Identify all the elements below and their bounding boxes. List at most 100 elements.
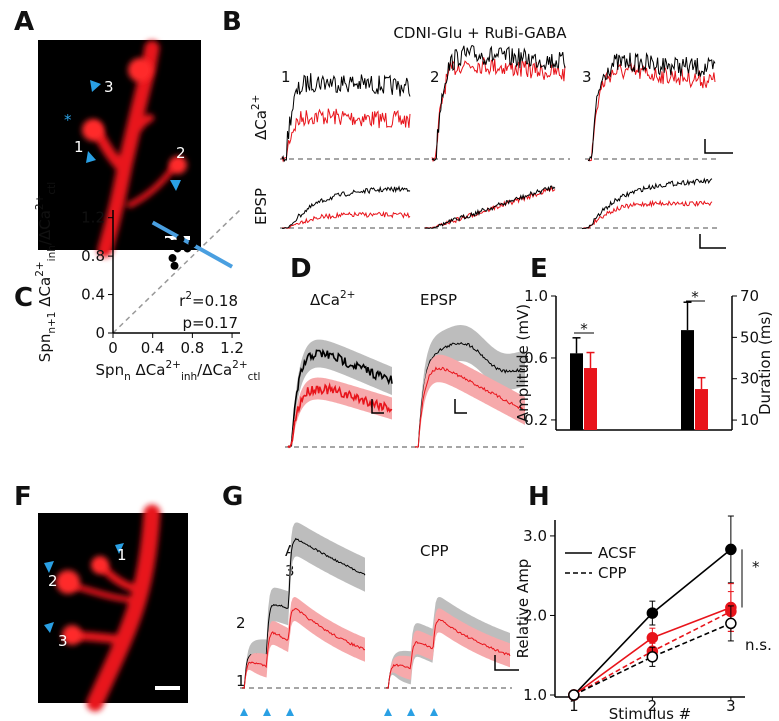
point — [146, 225, 155, 234]
y-tick-label: 0.6 — [524, 349, 548, 367]
stimulus-label: 2 — [236, 614, 246, 632]
text-segment: Spn — [96, 361, 125, 379]
stim-marker — [263, 708, 271, 716]
y-axis-label: Amplitude (mV) — [514, 304, 532, 422]
trace — [424, 185, 556, 229]
trace — [281, 185, 411, 230]
y-tick-label: 0.8 — [81, 247, 105, 265]
x-tick-label: 1 — [569, 697, 579, 715]
trace — [287, 348, 393, 448]
y-tick-label: 2.0 — [523, 606, 547, 624]
text-segment: p=0.17 — [183, 314, 239, 332]
trace — [414, 342, 526, 448]
panel-label: F — [14, 482, 32, 512]
point — [173, 221, 182, 230]
sem-band — [242, 597, 365, 688]
spine-label: 2 — [176, 144, 186, 162]
panel-title: CDNI-Glu + RuBi-GABA — [393, 24, 567, 42]
text-segment: =0.18 — [192, 292, 238, 310]
annotation: n.s. — [745, 636, 772, 654]
point — [146, 211, 155, 220]
point — [178, 215, 187, 224]
text-segment: ΔCa — [310, 291, 340, 309]
annotation: * — [580, 320, 588, 338]
panel-label: A — [14, 7, 34, 37]
scale-bar — [494, 655, 519, 671]
trace-label: 2 — [430, 68, 440, 86]
text-segment: n+1 — [46, 312, 58, 334]
stim-marker — [430, 708, 438, 716]
x-tick-label: 0.8 — [180, 339, 204, 357]
legend-label: CPP — [598, 564, 627, 582]
point — [646, 631, 659, 644]
point — [725, 617, 737, 630]
text-segment: 2 — [185, 290, 192, 302]
stim-marker — [240, 708, 248, 716]
micrograph-a — [38, 40, 201, 258]
trace — [587, 62, 716, 162]
sem-band — [415, 354, 525, 449]
spine-label: 1 — [74, 138, 84, 156]
text-segment: r — [179, 292, 186, 310]
point — [188, 239, 197, 248]
y-axis-label: Relative Amp — [514, 559, 532, 659]
y-tick-label: 1.2 — [81, 209, 105, 227]
sem-band — [288, 377, 392, 448]
stimulus-label: 1 — [236, 672, 246, 690]
panel-label: B — [222, 7, 242, 37]
annotation: * — [752, 558, 760, 576]
panel-label: G — [222, 482, 243, 512]
y-tick-label: 1.0 — [523, 686, 547, 704]
trace-label: 1 — [281, 68, 291, 86]
trace-label: EPSP — [420, 291, 457, 309]
x-tick-label: 1.2 — [220, 339, 244, 357]
text-segment: 2+ — [34, 195, 46, 210]
trace — [281, 210, 411, 229]
point — [170, 261, 179, 270]
text-segment: /ΔCa — [197, 361, 232, 379]
annotation: r2=0.18 — [179, 290, 238, 310]
annotation: * — [691, 288, 699, 306]
x-tick-label: 3 — [726, 697, 736, 715]
trace-label: ΔCa2+ — [310, 289, 355, 309]
point — [163, 237, 172, 246]
spine-label: 3 — [58, 632, 68, 650]
point — [176, 234, 185, 243]
trace — [581, 199, 713, 230]
text-segment: ctl — [46, 182, 58, 195]
sem-band — [242, 522, 365, 688]
trace — [581, 177, 713, 230]
text-segment: 2+ — [250, 95, 262, 110]
text-segment: inh — [46, 245, 58, 261]
x-axis-label: Spnn ΔCa2+inh/ΔCa2+ctl — [96, 359, 261, 383]
x-tick-label: 0.4 — [141, 339, 165, 357]
y2-tick-label: 10 — [740, 411, 759, 429]
text-segment: 2+ — [232, 359, 247, 371]
y2-tick-label: 30 — [740, 370, 759, 388]
micrograph-f — [38, 504, 188, 712]
text-segment: n — [124, 371, 131, 383]
x-tick-label: 2 — [648, 697, 658, 715]
row-label: EPSP — [252, 188, 270, 225]
bar — [570, 353, 583, 430]
y-tick-label: 0.2 — [524, 411, 548, 429]
scale-bar — [699, 234, 726, 249]
y-tick-label: 0 — [95, 324, 105, 342]
panel-label: E — [530, 254, 548, 284]
x-tick-label: 0 — [108, 339, 118, 357]
y2-tick-label: 50 — [740, 328, 759, 346]
trace-label: 3 — [582, 68, 592, 86]
text-segment: inh — [181, 371, 197, 383]
y-tick-label: 3.0 — [523, 527, 547, 545]
trace — [431, 57, 566, 163]
trace — [431, 45, 566, 162]
row-label: ΔCa2+ — [250, 95, 270, 140]
spine-label: 3 — [104, 78, 114, 96]
trace — [414, 366, 526, 448]
spine-label: 1 — [117, 546, 127, 564]
point — [568, 689, 580, 701]
legend-label: ACSF — [598, 544, 637, 562]
panel-label: D — [290, 254, 312, 284]
point — [183, 244, 192, 253]
